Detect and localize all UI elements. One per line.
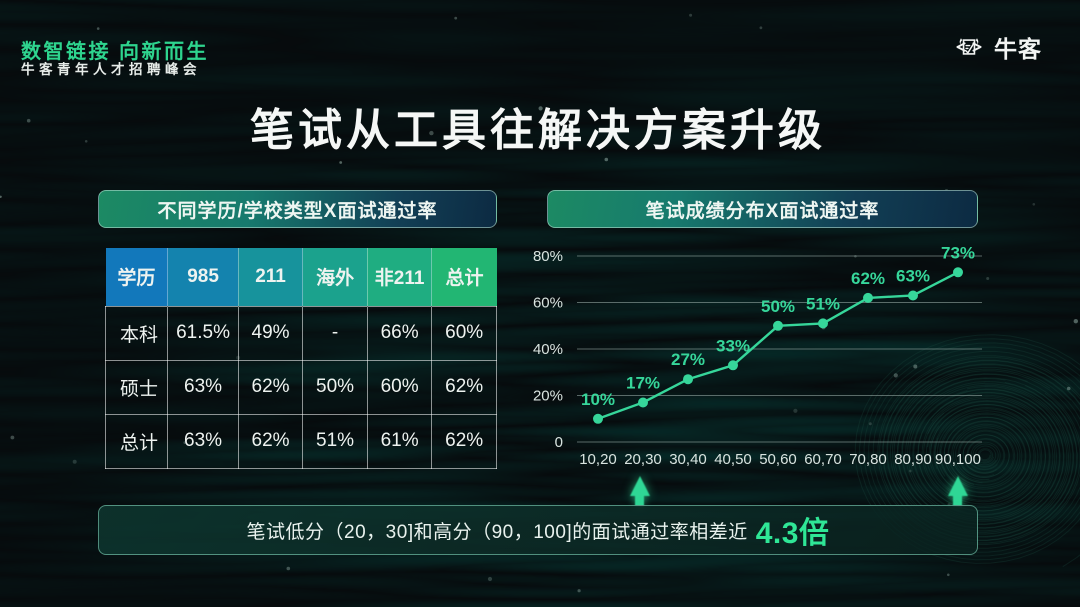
svg-text:0: 0 bbox=[555, 434, 563, 451]
svg-text:50%: 50% bbox=[761, 297, 795, 316]
svg-text:60,70: 60,70 bbox=[804, 451, 842, 468]
svg-text:80%: 80% bbox=[533, 248, 563, 265]
svg-text:40,50: 40,50 bbox=[714, 451, 752, 468]
svg-text:40%: 40% bbox=[533, 341, 563, 358]
svg-text:20,30: 20,30 bbox=[624, 451, 662, 468]
svg-text:62%: 62% bbox=[851, 269, 885, 288]
svg-text:30,40: 30,40 bbox=[669, 451, 707, 468]
svg-text:60%: 60% bbox=[533, 295, 563, 312]
svg-text:17%: 17% bbox=[626, 374, 660, 393]
svg-text:80,90: 80,90 bbox=[894, 451, 932, 468]
svg-text:50,60: 50,60 bbox=[759, 451, 797, 468]
svg-text:20%: 20% bbox=[533, 388, 563, 405]
svg-text:51%: 51% bbox=[806, 294, 840, 313]
svg-text:90,100: 90,100 bbox=[935, 451, 981, 468]
svg-text:27%: 27% bbox=[671, 350, 705, 369]
svg-text:33%: 33% bbox=[716, 336, 750, 355]
svg-text:73%: 73% bbox=[941, 243, 975, 262]
svg-text:10%: 10% bbox=[581, 390, 615, 409]
svg-text:63%: 63% bbox=[896, 267, 930, 286]
svg-text:70,80: 70,80 bbox=[849, 451, 887, 468]
svg-text:10,20: 10,20 bbox=[579, 451, 617, 468]
